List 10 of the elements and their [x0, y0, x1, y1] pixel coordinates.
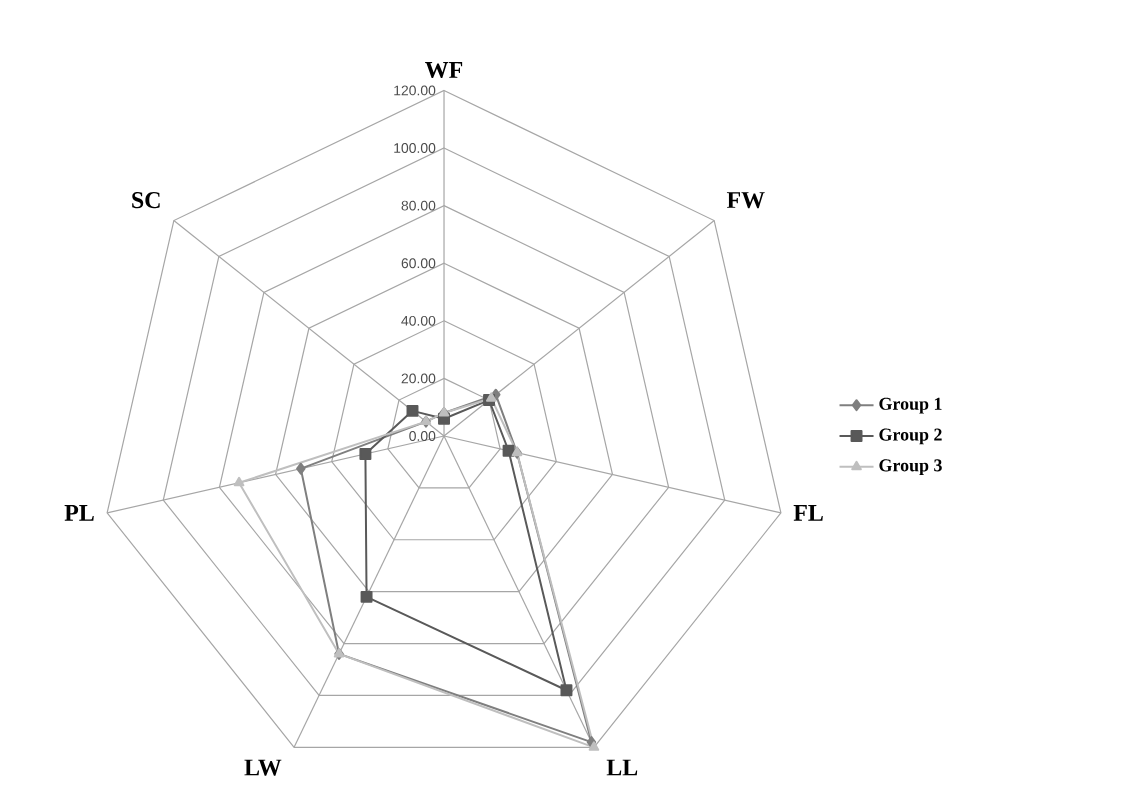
spoke-label: FW: [726, 192, 765, 209]
spoke-label: WF: [425, 62, 463, 79]
spoke-label: SC: [132, 192, 160, 209]
spoke-label: LW: [244, 759, 282, 776]
legend-label: Group 1: [879, 397, 942, 414]
spoke-label: PL: [64, 505, 94, 521]
spoke-label: LL: [606, 759, 638, 776]
spoke-label: FL: [793, 505, 823, 521]
legend-label: Group 3: [879, 459, 942, 476]
legend-label: Group 2: [879, 428, 942, 445]
